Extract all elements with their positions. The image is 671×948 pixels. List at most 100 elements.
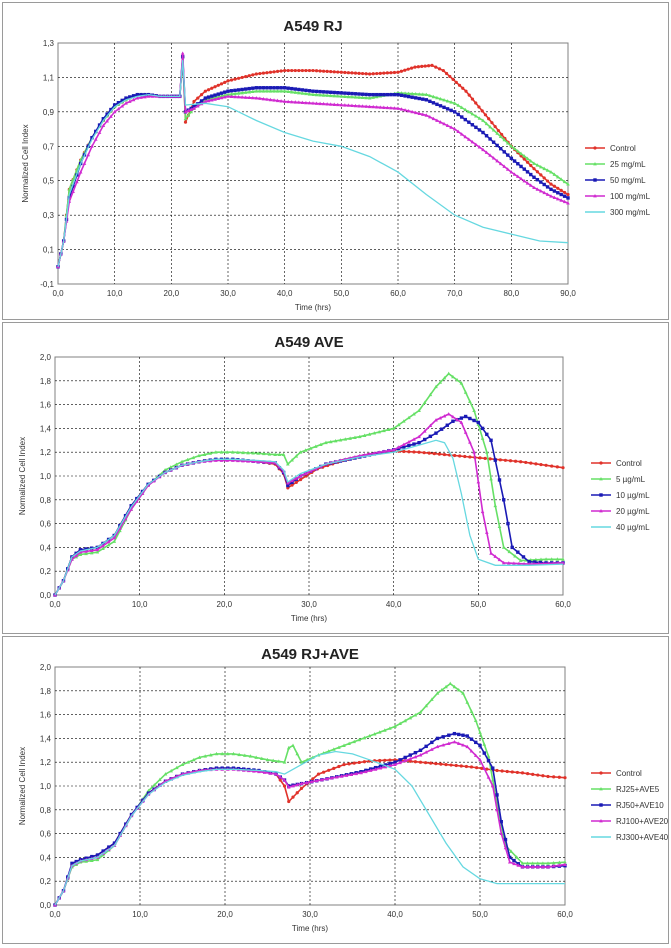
data-point [449,100,453,104]
data-point [545,168,550,172]
data-point [546,861,550,865]
data-point [454,763,458,768]
data-point [268,86,273,90]
data-point [396,70,400,74]
data-point [135,96,140,100]
data-point [261,89,266,93]
data-point [257,769,261,774]
data-point [375,92,379,97]
data-point [481,147,485,152]
data-point [403,758,407,763]
data-point [480,436,485,440]
y-tick-label: 0,4 [40,853,52,862]
x-tick-label: 10,0 [132,600,148,609]
data-point [423,437,427,442]
data-point [446,412,451,416]
data-point [286,86,290,90]
data-point [382,92,386,97]
data-point [265,757,270,762]
data-point [112,841,117,845]
data-point [420,64,424,69]
data-point [219,91,224,95]
data-point [438,416,443,420]
data-point [506,521,510,526]
y-tick-label: 0,9 [43,108,55,117]
data-point [447,733,451,737]
data-point [374,105,379,109]
data-point [403,108,407,112]
data-point [216,92,220,96]
data-point [408,756,413,761]
legend-label: Control [610,144,636,153]
data-point [452,731,457,736]
data-point [388,758,392,762]
data-point [290,68,294,73]
data-point [406,67,410,71]
data-point [465,744,470,749]
data-point [203,754,207,758]
data-point [272,70,276,74]
data-point [300,88,305,92]
data-point [535,177,540,182]
data-point [508,459,513,463]
data-point [311,89,315,93]
data-point [512,861,516,866]
data-point [286,785,291,789]
data-point [537,561,541,566]
data-point [536,861,540,865]
data-point [112,109,117,114]
data-point [451,77,455,81]
data-point [289,90,294,94]
data-point [180,51,185,55]
data-point [101,849,105,853]
data-point [265,89,269,93]
data-point [549,170,553,174]
data-point [364,72,368,76]
data-point [146,94,151,98]
data-point [410,66,414,70]
data-point [318,89,322,94]
data-point [321,93,326,97]
data-point [322,69,326,73]
data-point [335,94,340,98]
data-point [330,776,334,780]
data-point [536,864,540,869]
legend-label: 300 mg/mL [610,208,651,217]
data-point [550,464,554,468]
data-point [346,103,351,107]
data-point [423,64,427,68]
y-tick-label: 1,2 [40,448,52,457]
data-point [468,416,472,421]
data-point [438,104,443,108]
data-point [502,137,507,142]
data-point [325,102,329,106]
y-tick-label: 1,3 [43,39,55,48]
data-point [84,551,88,556]
data-point [93,137,98,141]
data-point [563,860,567,864]
data-point [247,90,252,94]
data-point [513,554,517,558]
data-point [203,89,207,93]
data-point [520,864,525,869]
data-point [468,455,472,459]
data-point [477,128,482,132]
data-point [452,739,457,744]
data-point [499,831,504,835]
data-point [303,471,308,476]
data-point [486,754,491,758]
data-point [303,448,308,452]
data-point [353,92,358,96]
data-point [332,70,336,74]
data-point [362,433,367,437]
data-point [251,451,255,455]
data-point [480,509,485,514]
data-point [488,457,492,461]
data-point [372,732,377,736]
data-point [268,70,273,74]
data-point [495,807,499,812]
data-point [453,453,457,458]
data-point [544,557,548,561]
data-point [493,125,497,129]
data-point [89,550,94,555]
